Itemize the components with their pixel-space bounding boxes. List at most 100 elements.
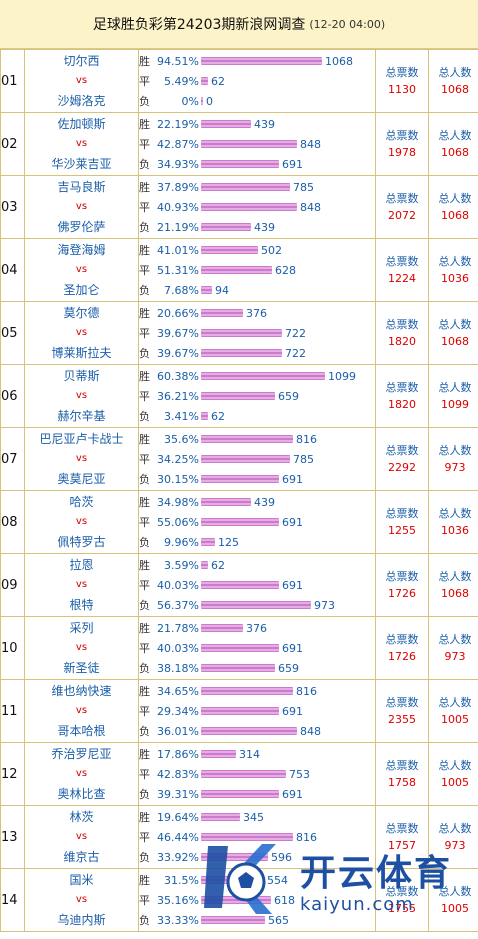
total-votes-cell: 总票数 1978 — [375, 112, 429, 176]
match-row: 14 国米 vs 乌迪内斯 胜 31.5% 554 平 35.16% 618 负 33.33% 565 总… — [0, 868, 478, 932]
win-label: 胜 — [139, 244, 150, 257]
lose-label: 负 — [139, 221, 150, 234]
home-team[interactable]: 巴尼亚卢卡战士 — [39, 432, 124, 446]
vs-label: vs — [75, 138, 88, 149]
home-team[interactable]: 海登海姆 — [57, 243, 106, 257]
match-row: 02 佐加顿斯 vs 华沙莱吉亚 胜 22.19% 439 平 42.87% 848 负 34.93%… — [0, 112, 478, 176]
lose-count: 565 — [268, 913, 289, 927]
lose-bar — [201, 538, 215, 546]
match-teams: 哈茨 vs 佩特罗古 — [24, 490, 139, 554]
match-row: 12 乔治罗尼亚 vs 奥林比查 胜 17.86% 314 平 42.83% 753 负 39.31%… — [0, 742, 478, 806]
total-votes-label: 总票数 — [385, 570, 419, 583]
vote-bars: 胜 31.5% 554 平 35.16% 618 负 33.33% 565 — [138, 868, 376, 932]
vs-label: vs — [75, 642, 88, 653]
total-people-cell: 总人数 973 — [428, 427, 478, 491]
draw-count: 628 — [275, 263, 296, 277]
draw-bar — [201, 770, 286, 778]
away-team[interactable]: 乌迪内斯 — [57, 913, 106, 927]
total-votes-label: 总票数 — [385, 66, 419, 79]
draw-row: 平 36.21% 659 — [139, 386, 375, 406]
home-team[interactable]: 采列 — [69, 621, 94, 635]
match-row: 01 切尔西 vs 沙姆洛克 胜 94.51% 1068 平 5.49% 62 负 0% 0 总票数 113… — [0, 49, 478, 113]
away-team[interactable]: 奥莫尼亚 — [57, 472, 106, 486]
lose-bar — [201, 475, 279, 483]
away-team[interactable]: 佛罗伦萨 — [57, 220, 106, 234]
vs-label: vs — [75, 516, 88, 527]
home-team[interactable]: 佐加顿斯 — [57, 117, 106, 131]
draw-percent: 36.21% — [157, 389, 199, 403]
draw-percent: 35.16% — [157, 893, 199, 907]
away-team[interactable]: 维京古 — [63, 850, 100, 864]
win-label: 胜 — [139, 559, 150, 572]
total-people-label: 总人数 — [438, 759, 472, 772]
away-team[interactable]: 奥林比查 — [57, 787, 106, 801]
win-label: 胜 — [139, 433, 150, 446]
win-row: 胜 19.64% 345 — [139, 807, 375, 827]
draw-percent: 29.34% — [157, 704, 199, 718]
draw-label: 平 — [139, 516, 150, 529]
away-team[interactable]: 新圣徒 — [63, 661, 100, 675]
total-votes-cell: 总票数 1755 — [375, 868, 429, 932]
draw-row: 平 35.16% 618 — [139, 890, 375, 910]
total-people-label: 总人数 — [438, 444, 472, 457]
win-row: 胜 3.59% 62 — [139, 555, 375, 575]
draw-label: 平 — [139, 894, 150, 907]
total-votes-value: 1978 — [388, 146, 416, 159]
total-people-value: 1005 — [441, 902, 469, 915]
away-team[interactable]: 赫尔辛基 — [57, 409, 106, 423]
away-team[interactable]: 沙姆洛克 — [57, 94, 106, 108]
away-team[interactable]: 根特 — [69, 598, 94, 612]
lose-label: 负 — [139, 347, 150, 360]
lose-label: 负 — [139, 851, 150, 864]
away-team[interactable]: 博莱斯拉夫 — [51, 346, 112, 360]
draw-count: 816 — [296, 830, 317, 844]
draw-label: 平 — [139, 390, 150, 403]
home-team[interactable]: 林茨 — [69, 810, 94, 824]
away-team[interactable]: 华沙莱吉亚 — [51, 157, 112, 171]
match-number: 12 — [0, 742, 25, 806]
home-team[interactable]: 贝蒂斯 — [63, 369, 100, 383]
lose-row: 负 36.01% 848 — [139, 721, 375, 741]
win-percent: 60.38% — [157, 369, 199, 383]
total-votes-value: 1757 — [388, 839, 416, 852]
match-number: 06 — [0, 364, 25, 428]
lose-count: 722 — [285, 346, 306, 360]
home-team[interactable]: 吉马良斯 — [57, 180, 106, 194]
lose-bar — [201, 853, 268, 861]
win-bar — [201, 498, 251, 506]
lose-bar — [201, 790, 279, 798]
total-votes-label: 总票数 — [385, 822, 419, 835]
home-team[interactable]: 国米 — [69, 873, 94, 887]
away-team[interactable]: 圣加仑 — [63, 283, 100, 297]
home-team[interactable]: 拉恩 — [69, 558, 94, 572]
away-team[interactable]: 哥本哈根 — [57, 724, 106, 738]
home-team[interactable]: 乔治罗尼亚 — [51, 747, 112, 761]
total-people-value: 973 — [444, 650, 466, 663]
win-count: 502 — [261, 243, 282, 257]
total-people-cell: 总人数 1005 — [428, 679, 478, 743]
draw-label: 平 — [139, 75, 150, 88]
win-bar — [201, 435, 293, 443]
match-teams: 采列 vs 新圣徒 — [24, 616, 139, 680]
draw-percent: 40.03% — [157, 578, 199, 592]
lose-bar — [201, 223, 251, 231]
lose-percent: 38.18% — [157, 661, 199, 675]
home-team[interactable]: 切尔西 — [63, 54, 100, 68]
away-team[interactable]: 佩特罗古 — [57, 535, 106, 549]
vote-bars: 胜 37.89% 785 平 40.93% 848 负 21.19% 439 — [138, 175, 376, 239]
win-percent: 21.78% — [157, 621, 199, 635]
home-team[interactable]: 维也纳快速 — [51, 684, 112, 698]
home-team[interactable]: 哈茨 — [69, 495, 94, 509]
win-row: 胜 34.98% 439 — [139, 492, 375, 512]
home-team[interactable]: 莫尔德 — [63, 306, 100, 320]
draw-percent: 40.93% — [157, 200, 199, 214]
vote-bars: 胜 60.38% 1099 平 36.21% 659 负 3.41% 62 — [138, 364, 376, 428]
win-row: 胜 35.6% 816 — [139, 429, 375, 449]
match-teams: 拉恩 vs 根特 — [24, 553, 139, 617]
draw-bar — [201, 77, 208, 85]
total-votes-label: 总票数 — [385, 255, 419, 268]
draw-bar — [201, 266, 272, 274]
match-number: 05 — [0, 301, 25, 365]
draw-label: 平 — [139, 453, 150, 466]
